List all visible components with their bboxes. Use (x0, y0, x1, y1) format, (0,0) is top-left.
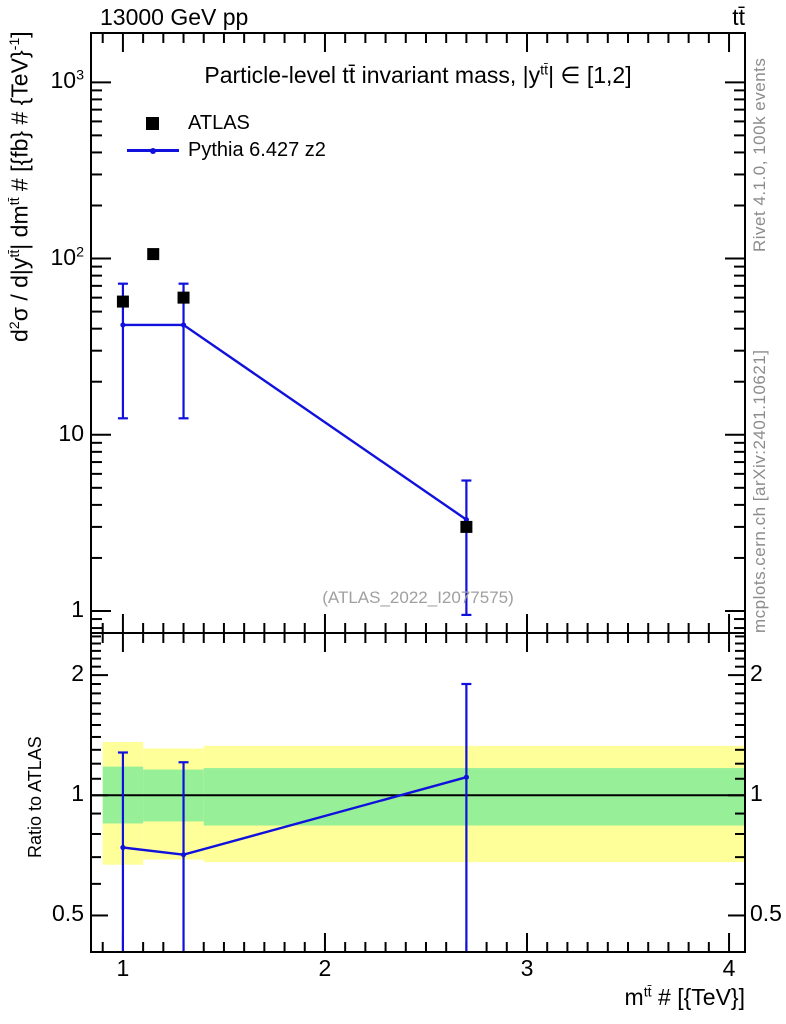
plot-title: Particle-level tt̄ invariant mass, |ytt̄… (204, 62, 632, 88)
atlas-data-point (116, 295, 129, 308)
x-tick-label: 1 (116, 955, 130, 981)
mc-point (120, 844, 126, 851)
legend-atlas-label: ATLAS (188, 112, 250, 134)
header-process: tt̄ (732, 4, 745, 30)
y-ratio-tick-label-right: 2 (750, 660, 763, 687)
legend-atlas-square-icon (146, 117, 159, 130)
rivet-version-text: Rivet 4.1.0, 100k events (750, 57, 769, 252)
y-ratio-tick-label-left: 2 (71, 660, 84, 687)
y-main-tick-label: 10 (58, 419, 84, 446)
y-main-tick-label: 102 (50, 243, 84, 270)
y-ratio-tick-label-left: 1 (71, 780, 84, 807)
mc-point (120, 322, 126, 328)
x-tick-label: 3 (520, 955, 534, 981)
legend-pythia-line-icon (127, 147, 179, 154)
mc-point (463, 774, 469, 780)
legend-pythia-dot-icon (150, 147, 156, 154)
y-ratio-tick-label-right: 1 (750, 780, 763, 807)
x-tick-label: 2 (318, 955, 332, 981)
header-beam-energy: 13000 GeV pp (100, 4, 249, 30)
ratio-frame (90, 632, 746, 953)
x-axis-label: mtt̄ # [{TeV}] (624, 984, 745, 1010)
atlas-data-point (460, 520, 473, 533)
y-ratio-tick-label-left: 0.5 (52, 900, 84, 927)
legend-pythia-label: Pythia 6.427 z2 (188, 139, 326, 161)
y-ratio-tick-label-right: 0.5 (750, 900, 782, 927)
analysis-watermark: (ATLAS_2022_I2077575) (322, 588, 514, 607)
mcplots-arxiv-text: mcplots.cern.ch [arXiv:2401.10621] (750, 349, 769, 633)
x-tick-label: 4 (722, 955, 736, 981)
y-main-tick-label: 103 (50, 67, 84, 94)
mc-point (180, 322, 187, 328)
mc-line (122, 323, 468, 521)
mc-point (180, 852, 187, 858)
y-main-tick-label: 1 (71, 595, 84, 622)
atlas-data-point (177, 291, 190, 304)
atlas-data-point (147, 248, 160, 261)
ratio-green-band (203, 768, 745, 826)
